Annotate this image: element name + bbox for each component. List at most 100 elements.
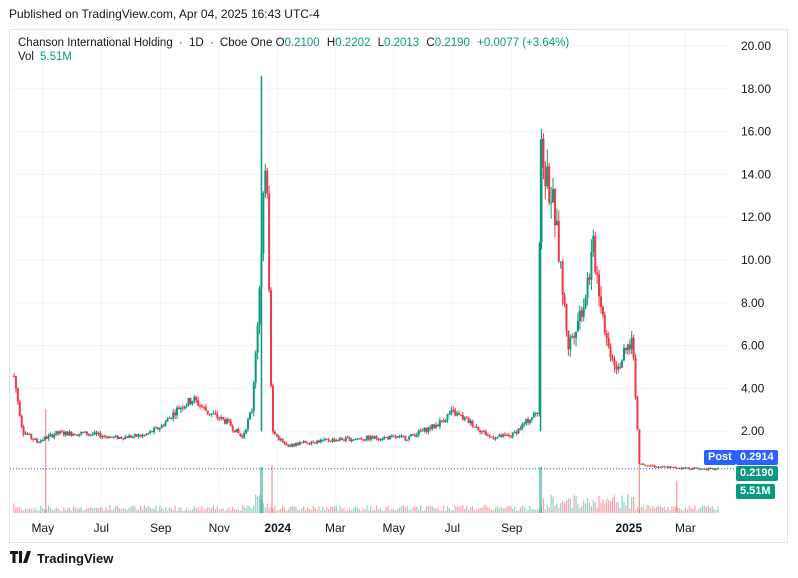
volume-bar bbox=[588, 502, 591, 513]
candle-body bbox=[318, 440, 321, 443]
candle-body bbox=[400, 435, 403, 437]
volume-bar bbox=[333, 506, 335, 513]
candle-body bbox=[419, 430, 422, 432]
volume-bar bbox=[38, 510, 40, 513]
volume-bar bbox=[427, 506, 429, 513]
candle-body bbox=[513, 432, 516, 434]
candle-body bbox=[427, 427, 430, 432]
candle-body bbox=[51, 434, 54, 438]
candle-body bbox=[362, 439, 365, 441]
volume-bar bbox=[611, 497, 614, 513]
candle-body bbox=[103, 436, 106, 438]
candle-body bbox=[177, 407, 180, 410]
volume-bar bbox=[262, 503, 264, 513]
candle-body bbox=[479, 430, 482, 433]
volume-bar bbox=[220, 508, 222, 513]
volume-bar bbox=[186, 507, 188, 513]
volume-bar bbox=[214, 509, 217, 513]
candle-body bbox=[34, 438, 37, 440]
candle-body bbox=[270, 290, 273, 386]
volume-bar bbox=[468, 509, 470, 513]
candle-body bbox=[314, 442, 317, 444]
volume-bar bbox=[437, 507, 439, 513]
volume-bar bbox=[155, 505, 157, 513]
volume-bar bbox=[326, 507, 328, 513]
volume-bar bbox=[241, 505, 243, 513]
candle-body bbox=[515, 432, 518, 434]
candle-body bbox=[388, 435, 391, 440]
symbol-name[interactable]: Chanson International Holding bbox=[18, 37, 173, 49]
footer-brand[interactable]: TradingView bbox=[10, 551, 113, 566]
volume-bar bbox=[406, 506, 408, 513]
candle-body bbox=[306, 442, 309, 444]
x-tick-label: Sep bbox=[150, 521, 172, 535]
volume-bar bbox=[517, 510, 520, 513]
volume-bar bbox=[222, 508, 224, 513]
candle-body bbox=[647, 465, 650, 467]
candle-body bbox=[101, 436, 104, 438]
candle-body bbox=[459, 414, 462, 416]
volume-bar bbox=[349, 508, 351, 513]
candle-body bbox=[220, 417, 223, 419]
y-tick-label: 4.00 bbox=[741, 381, 765, 395]
candle-body bbox=[64, 431, 67, 436]
volume-bar bbox=[189, 510, 192, 513]
volume-bar bbox=[556, 503, 558, 513]
candle-body bbox=[216, 413, 219, 418]
candle-body bbox=[402, 435, 405, 437]
volume-tag: 5.51M bbox=[736, 484, 775, 499]
candle-body bbox=[494, 438, 497, 440]
volume-bar bbox=[274, 505, 276, 513]
candle-body bbox=[231, 426, 234, 431]
candle-body bbox=[440, 420, 443, 422]
volume-bar bbox=[301, 508, 303, 513]
volume-bar bbox=[389, 510, 391, 513]
candle-body bbox=[45, 437, 48, 439]
volume-bar bbox=[157, 510, 159, 513]
candle-body bbox=[557, 220, 560, 262]
candle-body bbox=[62, 431, 65, 436]
candle-body bbox=[60, 431, 63, 433]
candle-body bbox=[481, 431, 484, 433]
volume-bar bbox=[700, 507, 702, 513]
volume-bar bbox=[703, 505, 706, 513]
candle-body bbox=[695, 467, 698, 469]
volume-bar bbox=[425, 506, 428, 513]
candle-body bbox=[598, 274, 601, 297]
volume-bar bbox=[312, 506, 314, 513]
candle-body bbox=[133, 434, 136, 437]
volume-bar bbox=[174, 505, 176, 513]
candle-body bbox=[120, 436, 123, 439]
volume-bar bbox=[473, 510, 475, 513]
candle-body bbox=[621, 360, 624, 368]
volume-bar bbox=[435, 508, 437, 513]
candle-body bbox=[390, 435, 393, 437]
volume-bar bbox=[59, 510, 61, 513]
volume-bar bbox=[569, 499, 571, 513]
volume-bar bbox=[433, 507, 435, 513]
candle-body bbox=[446, 414, 449, 420]
volume-bar bbox=[120, 509, 123, 513]
volume-bar bbox=[145, 507, 147, 513]
volume-bar bbox=[452, 510, 454, 513]
legend-separator: · bbox=[178, 37, 183, 49]
volume-bar bbox=[283, 506, 286, 513]
interval[interactable]: 1D bbox=[188, 37, 204, 49]
candle-body bbox=[170, 417, 173, 419]
volume-bar bbox=[414, 506, 416, 513]
volume-bar bbox=[375, 505, 378, 513]
volume-bar bbox=[443, 505, 445, 513]
volume-bar bbox=[583, 500, 585, 513]
volume-bar bbox=[132, 505, 134, 513]
candle-body bbox=[327, 439, 330, 441]
candle-body bbox=[321, 439, 324, 441]
candle-body bbox=[302, 441, 305, 443]
candle-body bbox=[266, 170, 269, 194]
candle-body bbox=[151, 431, 154, 433]
candle-body bbox=[592, 236, 595, 252]
volume-bar bbox=[184, 510, 186, 513]
volume-bar bbox=[163, 509, 165, 513]
candle-body bbox=[544, 167, 547, 187]
candle-body bbox=[373, 436, 376, 439]
